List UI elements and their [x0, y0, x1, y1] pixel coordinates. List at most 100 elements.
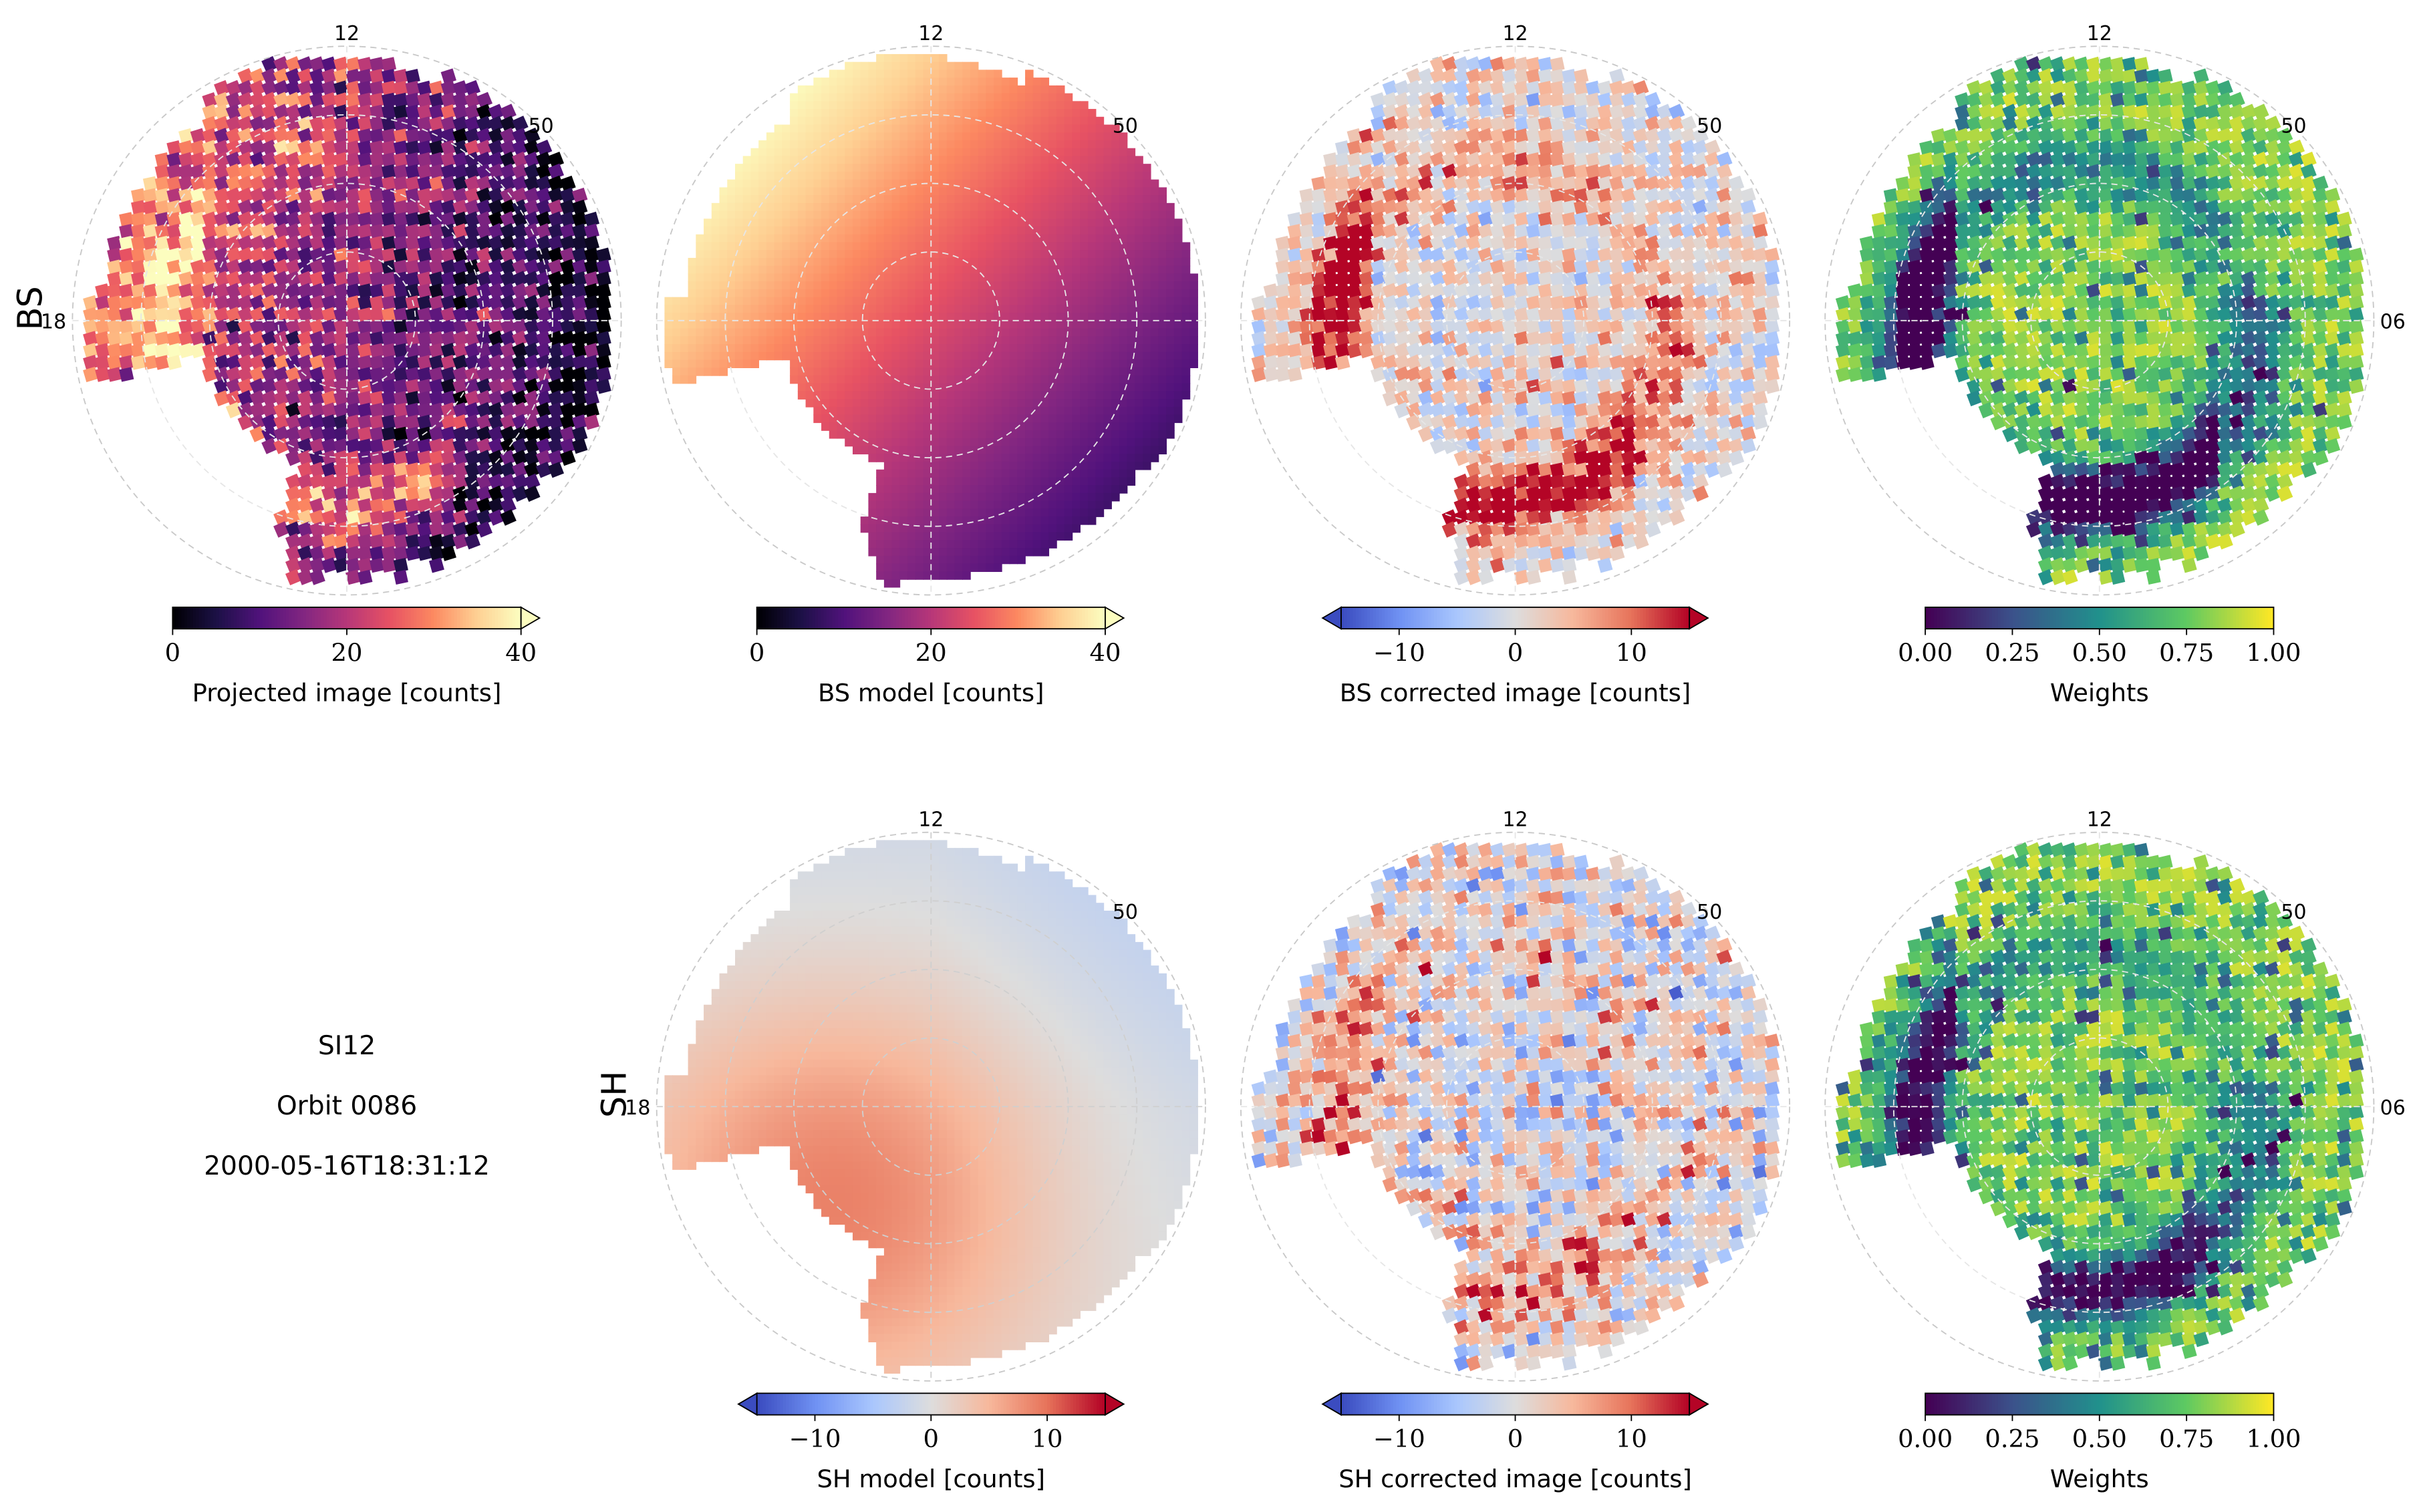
heatmap-cell: [923, 375, 932, 384]
heatmap-cell: [954, 313, 963, 321]
heatmap-cell: [1048, 86, 1057, 94]
heatmap-cell: [876, 556, 885, 565]
heatmap-cell: [758, 140, 767, 149]
heatmap-cell: [417, 522, 432, 537]
heatmap-cell: [939, 485, 948, 494]
heatmap-cell: [837, 407, 846, 416]
heatmap-cell: [1025, 344, 1034, 353]
heatmap-cell: [696, 235, 704, 243]
heatmap-cell: [1017, 470, 1026, 478]
heatmap-cell: [1088, 156, 1097, 164]
heatmap-cell: [429, 355, 444, 370]
heatmap-cell: [947, 69, 956, 78]
heatmap-cell: [837, 69, 846, 78]
heatmap-cell: [1033, 164, 1042, 172]
heatmap-cell: [947, 375, 956, 384]
heatmap-cell: [1119, 415, 1128, 424]
heatmap-cell: [1096, 125, 1105, 134]
heatmap-cell: [143, 319, 158, 334]
heatmap-cell: [1048, 485, 1057, 494]
heatmap-cell: [939, 533, 948, 541]
heatmap-cell: [978, 266, 987, 275]
heatmap-cell: [119, 236, 134, 251]
heatmap-cell: [1135, 172, 1143, 180]
heatmap-cell: [406, 486, 420, 501]
heatmap-cell: [1096, 352, 1105, 361]
heatmap-cell: [1111, 391, 1120, 400]
heatmap-cell: [1111, 462, 1120, 470]
heatmap-cell: [704, 344, 712, 353]
colorbar-swatch: [376, 607, 379, 629]
heatmap-cell: [1143, 344, 1151, 353]
heatmap-cell: [394, 260, 408, 275]
heatmap-cell: [1080, 384, 1089, 392]
heatmap-cell: [907, 540, 916, 549]
heatmap-cell: [743, 344, 752, 353]
heatmap-cell: [1080, 477, 1089, 486]
heatmap-cell: [688, 297, 697, 306]
colorbar-swatch: [277, 607, 281, 629]
heatmap-cell: [1056, 109, 1065, 118]
heatmap-cell: [1080, 329, 1089, 337]
heatmap-cell: [1064, 477, 1073, 486]
heatmap-cell: [107, 283, 122, 298]
heatmap-cell: [1080, 391, 1089, 400]
heatmap-cell: [1072, 485, 1081, 494]
heatmap-cell: [750, 273, 759, 282]
heatmap-cell: [899, 86, 908, 94]
heatmap-cell: [1088, 477, 1097, 486]
heatmap-cell: [1056, 187, 1065, 196]
heatmap-cell: [774, 250, 783, 259]
heatmap-cell: [1080, 172, 1089, 180]
heatmap-cell: [923, 493, 932, 502]
heatmap-cell: [947, 516, 956, 525]
heatmap-cell: [358, 236, 372, 251]
heatmap-cell: [892, 493, 901, 502]
heatmap-cell: [923, 430, 932, 439]
heatmap-cell: [1088, 462, 1097, 470]
heatmap-cell: [931, 493, 940, 502]
heatmap-cell: [821, 172, 830, 180]
heatmap-cell: [394, 391, 408, 406]
heatmap-cell: [1041, 289, 1050, 298]
heatmap-cell: [915, 69, 924, 78]
heatmap-cell: [83, 343, 98, 358]
heatmap-cell: [743, 336, 752, 345]
heatmap-cell: [829, 203, 838, 212]
heatmap-cell: [382, 128, 396, 143]
heatmap-cell: [1010, 164, 1018, 172]
heatmap-cell: [758, 172, 767, 180]
heatmap-cell: [845, 375, 853, 384]
heatmap-cell: [861, 187, 869, 196]
heatmap-cell: [166, 224, 182, 239]
heatmap-cell: [947, 540, 956, 549]
heatmap-cell: [370, 236, 384, 251]
heatmap-cell: [899, 329, 908, 337]
heatmap-cell: [892, 524, 901, 533]
heatmap-cell: [166, 188, 182, 203]
heatmap-cell: [95, 343, 110, 358]
heatmap-cell: [907, 477, 916, 486]
heatmap-cell: [1119, 156, 1128, 164]
heatmap-cell: [1080, 446, 1089, 455]
heatmap-cell: [382, 212, 396, 226]
heatmap-cell: [939, 415, 948, 424]
heatmap-cell: [1033, 117, 1042, 126]
heatmap-cell: [1127, 344, 1136, 353]
heatmap-cell: [907, 180, 916, 188]
heatmap-cell: [970, 493, 979, 502]
heatmap-cell: [429, 247, 444, 263]
heatmap-cell: [1088, 125, 1097, 134]
heatmap-cell: [720, 203, 728, 212]
heatmap-cell: [939, 571, 948, 580]
heatmap-cell: [1017, 454, 1026, 462]
heatmap-cell: [1025, 242, 1034, 251]
heatmap-cell: [892, 242, 901, 251]
heatmap-cell: [664, 321, 673, 329]
heatmap-cell: [727, 313, 736, 321]
heatmap-cell: [1096, 422, 1105, 431]
heatmap-cell: [962, 172, 971, 180]
heatmap-cell: [735, 281, 744, 290]
heatmap-cell: [947, 344, 956, 353]
